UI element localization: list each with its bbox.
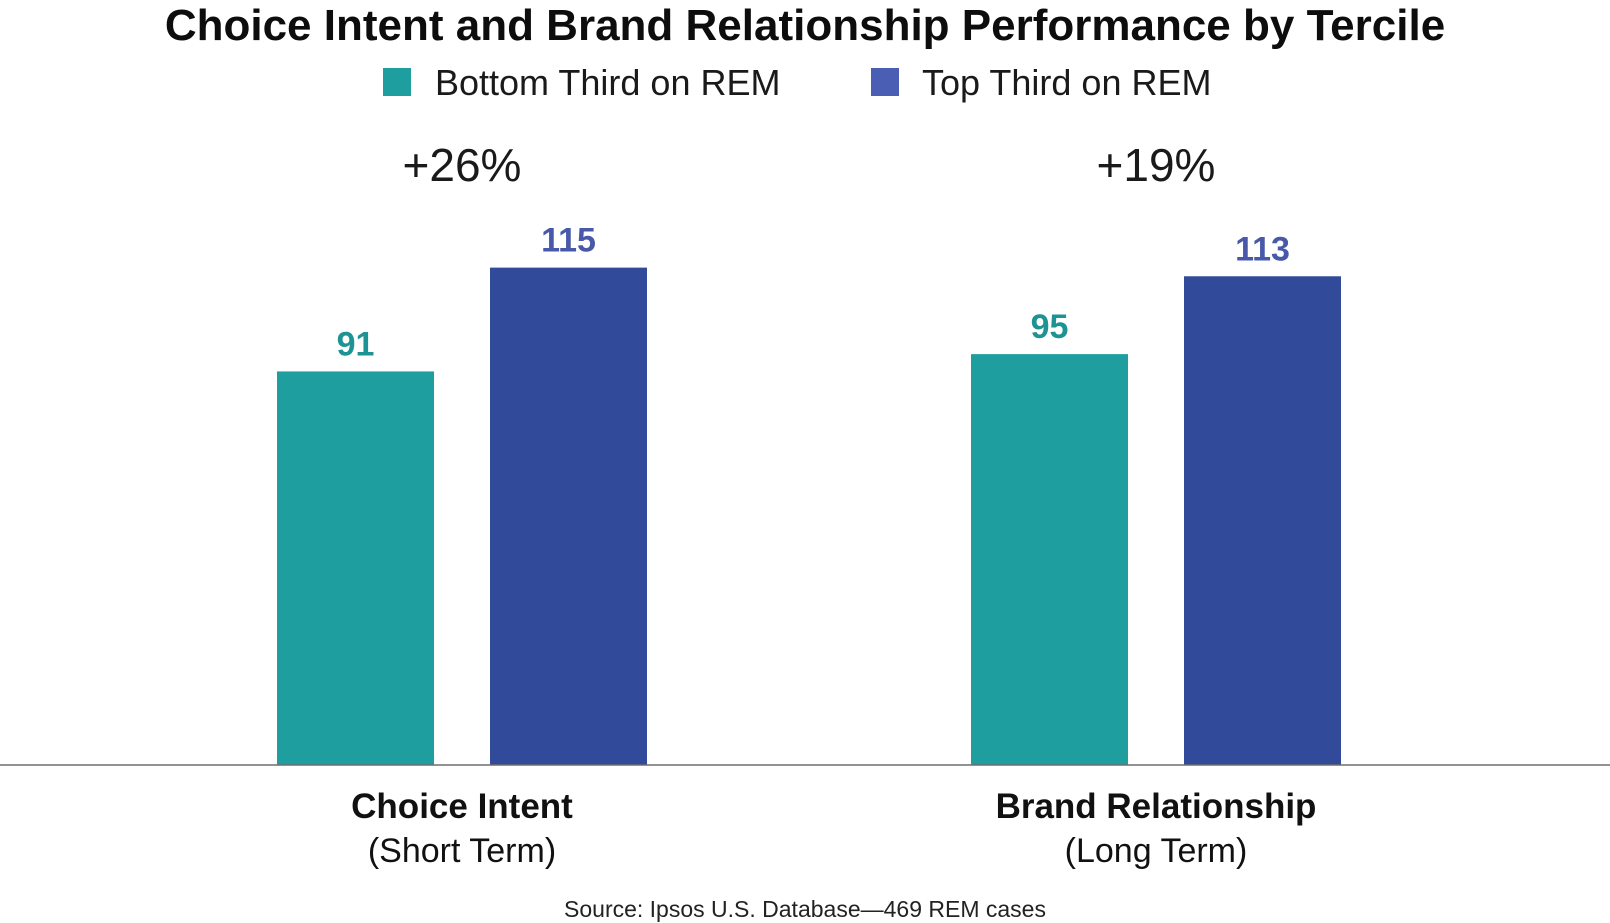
change-label: +26%: [403, 139, 522, 191]
category-label: Brand Relationship: [996, 787, 1317, 826]
data-label: 115: [541, 222, 596, 260]
category-sublabel: (Long Term): [1065, 832, 1248, 870]
bar-bottom-third-choice-intent: [277, 371, 434, 765]
data-label: 95: [1031, 308, 1069, 346]
legend-swatch-bottom-third: [383, 68, 411, 96]
change-label: +19%: [1097, 139, 1216, 191]
legend: Bottom Third on REM Top Third on REM: [383, 62, 1211, 103]
category-label: Choice Intent: [351, 787, 573, 826]
chart-title: Choice Intent and Brand Relationship Per…: [165, 1, 1445, 50]
data-label: 91: [337, 325, 375, 363]
plot-area: 91 115 +26% Choice Intent (Short Term) 95 113 +…: [277, 139, 1341, 870]
legend-label-top-third: Top Third on REM: [922, 62, 1211, 103]
data-label: 113: [1235, 230, 1290, 268]
category-sublabel: (Short Term): [368, 832, 556, 870]
legend-swatch-top-third: [871, 68, 899, 96]
bar-top-third-brand-relationship: [1184, 276, 1341, 765]
bar-bottom-third-brand-relationship: [971, 354, 1128, 765]
source-note: Source: Ipsos U.S. Database—469 REM case…: [564, 896, 1046, 922]
bar-top-third-choice-intent: [490, 267, 647, 765]
legend-label-bottom-third: Bottom Third on REM: [435, 62, 780, 103]
